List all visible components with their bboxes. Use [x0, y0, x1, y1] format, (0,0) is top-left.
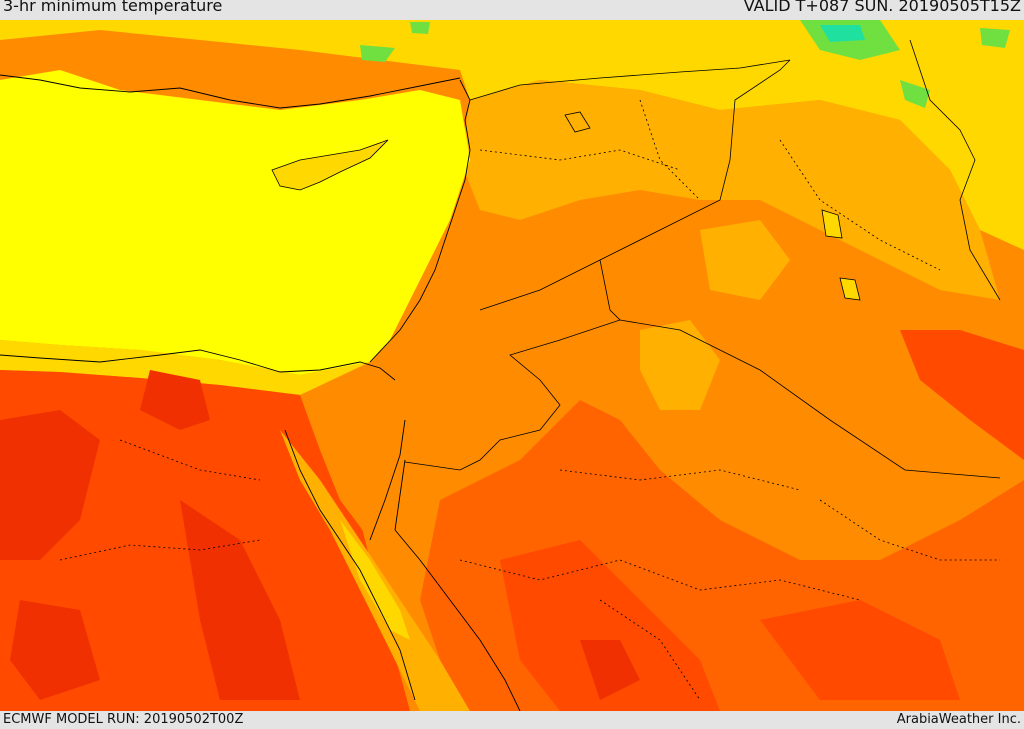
red-sea-west-coast	[284, 429, 416, 701]
province-line-6	[559, 469, 801, 491]
saudi-red-patch-3	[900, 330, 1024, 460]
syria-turkey-border	[469, 59, 791, 101]
temperature-map	[0, 20, 1024, 711]
province-line-3	[779, 139, 941, 271]
cyprus-island	[271, 139, 389, 191]
iraq-light-blob	[640, 320, 720, 410]
province-line-4	[119, 439, 261, 481]
egypt-coastline	[0, 349, 396, 381]
turkey-coastline	[0, 74, 461, 109]
valid-time: VALID T+087 SUN. 20190505T15Z	[743, 0, 1021, 15]
province-line-9	[599, 599, 701, 701]
syria-light-orange-region	[460, 80, 1000, 300]
map-title: 3-hr minimum temperature	[3, 0, 223, 15]
egypt-red-patch-1	[0, 410, 100, 560]
cold-spot-2	[820, 25, 865, 42]
model-run-label: ECMWF MODEL RUN: 20190502T00Z	[3, 712, 244, 727]
province-line-1	[479, 149, 681, 171]
saudi-red-patch-1	[500, 540, 720, 711]
red-sea-east-coast	[394, 529, 521, 711]
province-line-2	[639, 99, 701, 201]
saudi-red-patch-2	[760, 600, 960, 700]
header-bar: 3-hr minimum temperature VALID T+087 SUN…	[0, 0, 1024, 20]
provider-label: ArabiaWeather Inc.	[896, 712, 1021, 727]
map-canvas	[0, 20, 1024, 711]
egypt-red-patch-4	[10, 600, 100, 700]
country-borders	[404, 39, 1001, 479]
gulf-of-aqaba	[394, 459, 406, 531]
province-line-8	[819, 499, 1000, 561]
north-yellow-region	[0, 20, 1024, 250]
coastal-band	[0, 340, 385, 395]
lake-tharthar	[821, 209, 843, 239]
cold-spot-3	[980, 28, 1010, 48]
province-line-5	[59, 539, 261, 561]
lake-habbaniyah	[839, 277, 861, 301]
levant-coastline	[369, 79, 471, 363]
gulf-of-suez	[369, 419, 406, 541]
cold-spot-6	[900, 80, 930, 108]
egypt-red-patch-2	[140, 370, 210, 430]
province-borders	[59, 99, 1000, 701]
lake-assad	[564, 111, 591, 133]
sinai-region	[300, 362, 410, 540]
coastlines	[0, 74, 521, 711]
cold-spot-5	[410, 22, 430, 34]
footer-bar: ECMWF MODEL RUN: 20190502T00Z ArabiaWeat…	[0, 711, 1024, 729]
syria-iraq-border	[479, 59, 791, 311]
egypt-red-patch-3	[180, 500, 300, 700]
jordan-light-blob	[700, 220, 790, 300]
saudi-red-patch-4	[580, 640, 640, 700]
jordan-saudi-border	[404, 259, 621, 471]
mediterranean-sea	[0, 70, 470, 375]
cold-spot-4	[360, 45, 395, 62]
iraq-iran-border	[909, 39, 1001, 301]
red-sea-yellow	[340, 520, 410, 640]
iraq-saudi-border	[619, 319, 1001, 479]
